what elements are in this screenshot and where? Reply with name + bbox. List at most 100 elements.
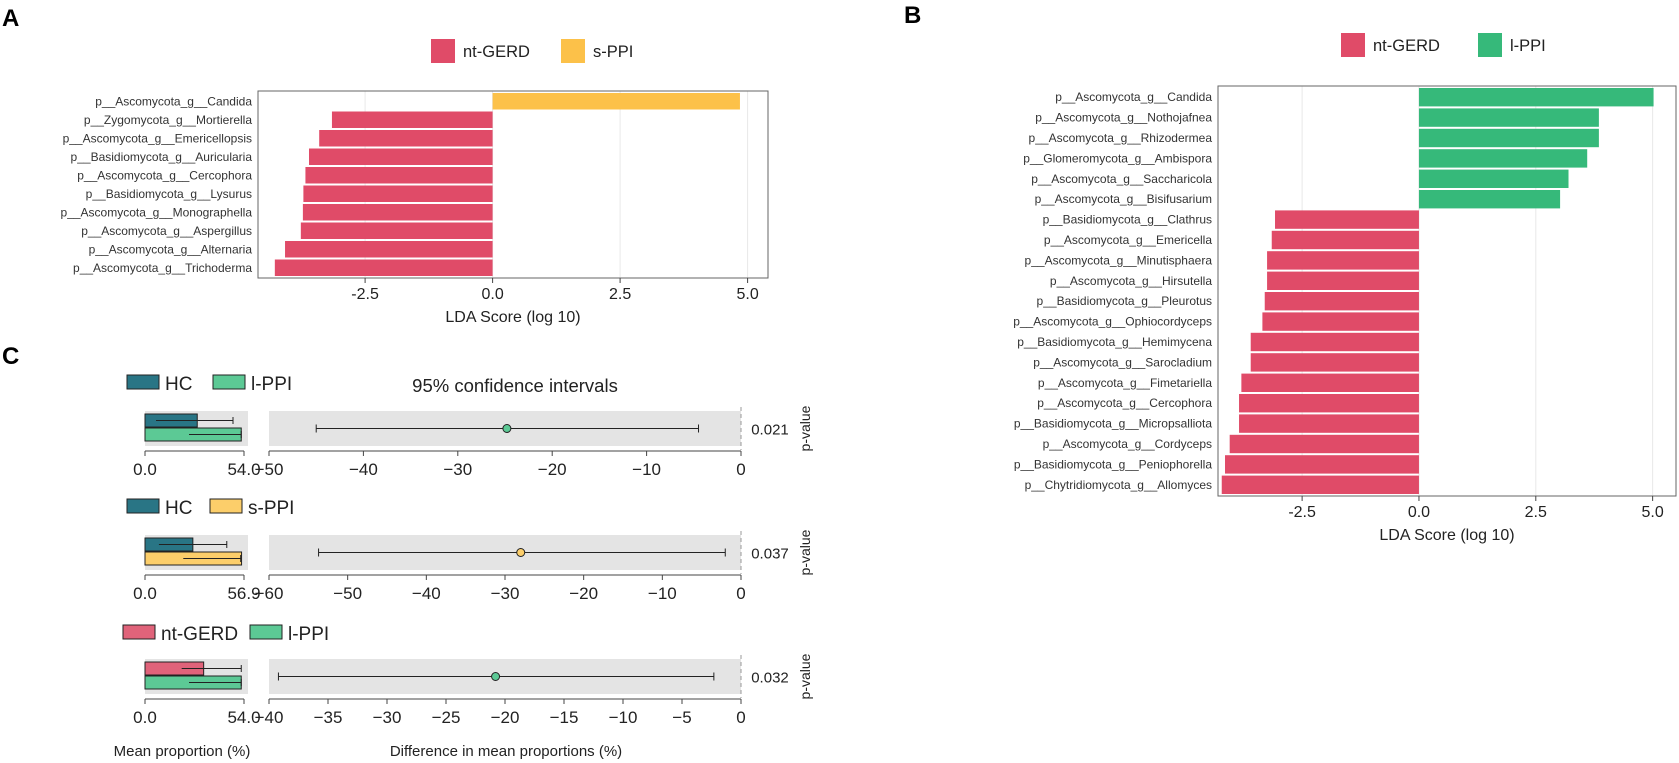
taxon-label: p__Ascomycota_g__Fimetariella <box>1038 376 1212 390</box>
diff-tick-label: −30 <box>373 708 402 727</box>
taxon-label: p__Ascomycota_g__Monographella <box>61 205 253 219</box>
legend-label: l-PPI <box>1510 37 1546 55</box>
lda-bar <box>1418 88 1654 107</box>
x-tick-label: 2.5 <box>609 286 631 303</box>
taxon-label: p__Glomeromycota_g__Ambispora <box>1023 151 1212 165</box>
taxon-label: p__Ascomycota_g__Emericella <box>1044 233 1212 247</box>
lda-bar <box>492 93 740 110</box>
diff-tick-label: −20 <box>538 460 567 479</box>
diff-tick-label: −60 <box>255 584 284 603</box>
taxon-label: p__Ascomycota_g__Bisifusarium <box>1035 192 1212 206</box>
diff-tick-label: −10 <box>648 584 677 603</box>
diff-tick-label: −5 <box>672 708 691 727</box>
lda-bar <box>1418 128 1599 148</box>
lda-bar <box>302 204 493 221</box>
x-tick-label: 0.0 <box>1408 504 1430 521</box>
taxon-label: p__Ascomycota_g__Ophiocordyceps <box>1013 315 1212 329</box>
diff-tick-label: 0 <box>736 708 745 727</box>
legend-swatch <box>1478 33 1502 57</box>
p-value-axis-label: p-value <box>797 405 813 451</box>
taxon-label: p__Basidiomycota_g__Pleurotus <box>1037 294 1212 308</box>
lda-bar <box>1241 373 1419 392</box>
lda-bar <box>1221 475 1419 494</box>
diff-tick-label: −40 <box>349 460 378 479</box>
lda-bar <box>1262 312 1419 331</box>
p-value: 0.037 <box>751 546 789 563</box>
taxon-label: p__Ascomycota_g__Alternaria <box>89 242 253 256</box>
taxon-label: p__Basidiomycota_g__Auricularia <box>71 150 253 164</box>
taxon-label: p__Basidiomycota_g__Lysurus <box>86 187 252 201</box>
lda-bar <box>303 185 493 202</box>
lda-bar <box>305 167 493 184</box>
lda-bar <box>1229 434 1419 454</box>
lda-bar <box>1418 149 1588 168</box>
taxon-label: p__Basidiomycota_g__Micropsalliota <box>1014 417 1212 431</box>
lda-bar <box>319 130 493 147</box>
panel-label-c: C <box>2 343 19 370</box>
plot-frame <box>1217 85 1677 497</box>
mean-tick-label: 54.0 <box>227 708 260 727</box>
x-tick-label: 2.5 <box>1525 504 1547 521</box>
x-axis-label: LDA Score (log 10) <box>445 309 580 326</box>
panel-b-lda-chart: nt-GERD l-PPI p__Ascomycota_g__Candida p__A… <box>1013 33 1677 544</box>
taxon-label: p__Ascomycota_g__Candida <box>1055 90 1212 104</box>
ci-title: 95% confidence intervals <box>412 375 618 396</box>
lda-bar <box>1275 210 1419 229</box>
panel-a-lda-chart: nt-GERD s-PPI p__Ascomycota_g__Candida p__Z… <box>61 39 769 326</box>
diff-tick-label: −20 <box>569 584 598 603</box>
lda-bar <box>1239 414 1419 433</box>
lda-bar <box>331 111 493 128</box>
diff-tick-label: −40 <box>412 584 441 603</box>
legend-swatch <box>561 39 585 63</box>
legend-swatch <box>126 498 160 514</box>
taxon-label: p__Chytridiomycota_g__Allomyces <box>1025 478 1212 492</box>
legend-label: HC <box>165 498 192 519</box>
diff-tick-label: −35 <box>314 708 343 727</box>
lda-bar <box>1418 190 1561 209</box>
lda-bar <box>1264 292 1419 311</box>
taxon-label: p__Ascomycota_g__Cordyceps <box>1043 437 1212 451</box>
mean-tick-label: 0.0 <box>133 460 157 479</box>
legend-swatch <box>122 624 156 640</box>
lda-bar <box>1250 353 1419 372</box>
lda-bar <box>1271 230 1419 250</box>
legend-swatch <box>431 39 455 63</box>
taxon-label: p__Ascomycota_g__Candida <box>95 94 252 108</box>
x-axis-label: LDA Score (log 10) <box>1379 527 1514 544</box>
p-value: 0.021 <box>751 422 789 439</box>
lda-bar <box>1418 108 1599 127</box>
lda-bar <box>285 241 493 258</box>
diff-tick-label: −50 <box>333 584 362 603</box>
mean-tick-label: 56.9 <box>227 584 260 603</box>
legend-swatch <box>209 498 243 514</box>
diff-point <box>502 424 512 433</box>
diff-tick-label: −40 <box>255 708 284 727</box>
taxon-label: p__Ascomycota_g__Hirsutella <box>1050 274 1212 288</box>
legend-swatch <box>249 624 283 640</box>
diff-point <box>491 672 501 681</box>
legend-swatch <box>126 374 160 390</box>
taxon-label: p__Ascomycota_g__Trichoderma <box>73 261 252 275</box>
taxon-label: p__Ascomycota_g__Nothojafnea <box>1035 111 1212 125</box>
taxon-label: p__Ascomycota_g__Emericellopsis <box>63 131 252 145</box>
lda-bar <box>1239 394 1419 413</box>
diff-tick-label: −30 <box>443 460 472 479</box>
p-value-axis-label: p-value <box>797 653 813 699</box>
diff-axis-title: Difference in mean proportions (%) <box>390 743 622 760</box>
p-value-axis-label: p-value <box>797 529 813 575</box>
diff-tick-label: 0 <box>736 460 745 479</box>
x-tick-label: 5.0 <box>1642 504 1664 521</box>
legend-label: HC <box>165 374 192 395</box>
taxon-label: p__Ascomycota_g__Cercophora <box>1037 396 1212 410</box>
lda-bar <box>1225 455 1419 474</box>
x-tick-label: -2.5 <box>1288 504 1316 521</box>
legend-label: nt-GERD <box>161 624 238 645</box>
mean-tick-label: 0.0 <box>133 584 157 603</box>
p-value: 0.032 <box>751 670 789 687</box>
taxon-label: p__Ascomycota_g__Minutisphaera <box>1025 253 1213 267</box>
mean-tick-label: 54.0 <box>227 460 260 479</box>
taxon-label: p__Basidiomycota_g__Hemimycena <box>1017 335 1212 349</box>
lda-bar <box>1250 332 1419 352</box>
x-tick-label: -2.5 <box>351 286 379 303</box>
